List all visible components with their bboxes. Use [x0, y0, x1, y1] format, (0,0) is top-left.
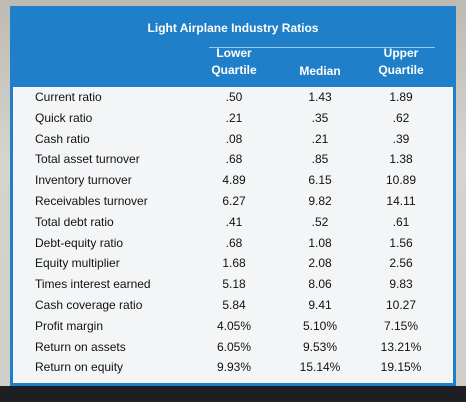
table-row: Equity multiplier 1.68 2.08 2.56	[13, 253, 453, 274]
cell-median: 6.15	[308, 173, 332, 188]
cell-lower: .50	[225, 90, 243, 104]
cell-upper: .61	[392, 214, 410, 229]
column-header-median: Median	[299, 64, 341, 78]
row-label: Equity multiplier	[35, 256, 120, 271]
table-row: Return on equity 9.93% 15.14% 19.15%	[13, 357, 453, 378]
cell-median: 9.82	[308, 193, 332, 208]
cell-upper: 9.83	[389, 277, 413, 292]
cell-upper: 10.27	[385, 297, 417, 312]
cell-lower: 6.27	[222, 193, 246, 208]
row-label: Profit margin	[35, 318, 104, 333]
cell-lower: .68	[225, 152, 243, 167]
table-row: Cash coverage ratio 5.84 9.41 10.27	[13, 295, 453, 316]
cell-median: .52	[311, 214, 329, 229]
cell-median: 1.43	[308, 90, 332, 104]
cell-upper: 1.38	[389, 152, 413, 167]
cell-median: 2.08	[308, 256, 332, 271]
cell-lower: 1.68	[222, 256, 246, 271]
cell-median: 5.10%	[302, 318, 338, 333]
table-row: Total asset turnover .68 .85 1.38	[13, 149, 453, 170]
cell-median: .85	[311, 152, 329, 167]
cell-upper: 14.11	[386, 193, 416, 208]
row-label: Total debt ratio	[35, 214, 114, 229]
row-label: Quick ratio	[35, 110, 93, 125]
cell-median: 8.06	[308, 277, 332, 292]
row-label: Return on equity	[35, 360, 124, 375]
column-header-upper-quartile: Upper Quartile	[378, 46, 424, 77]
table-header: Light Airplane Industry Ratios Lower Qua…	[13, 9, 453, 87]
header-divider	[209, 47, 435, 48]
cell-median: 1.08	[308, 235, 332, 250]
row-label: Inventory turnover	[35, 173, 132, 188]
table-row: Times interest earned 5.18 8.06 9.83	[13, 274, 453, 295]
cell-lower: 5.18	[222, 277, 246, 292]
bottom-edge	[0, 386, 466, 402]
cell-lower: 4.89	[222, 173, 246, 188]
ratios-table: Light Airplane Industry Ratios Lower Qua…	[10, 6, 456, 386]
cell-lower: 5.84	[222, 297, 246, 312]
table-row: Receivables turnover 6.27 9.82 14.11	[13, 191, 453, 212]
table-row: Quick ratio .21 .35 .62	[13, 108, 453, 129]
cell-upper: 19.15%	[380, 360, 422, 375]
cell-lower: .21	[225, 110, 243, 125]
table-row: Cash ratio .08 .21 .39	[13, 129, 453, 150]
row-label: Return on assets	[35, 339, 126, 354]
cell-median: 15.14%	[299, 360, 341, 375]
cell-median: .35	[311, 110, 329, 125]
table-row: Profit margin 4.05% 5.10% 7.15%	[13, 316, 453, 337]
cell-upper: 2.56	[389, 256, 413, 271]
table-row: Debt-equity ratio .68 1.08 1.56	[13, 233, 453, 254]
cell-lower: .68	[225, 235, 243, 250]
column-header-lower-quartile: Lower Quartile	[211, 46, 257, 77]
cell-upper: .39	[392, 131, 410, 146]
cell-upper: 1.56	[389, 235, 413, 250]
row-label: Times interest earned	[35, 277, 151, 292]
table-row: Total debt ratio .41 .52 .61	[13, 212, 453, 233]
cell-lower: 4.05%	[216, 318, 252, 333]
cell-lower: .08	[225, 131, 243, 146]
table-row: Return on assets 6.05% 9.53% 13.21%	[13, 337, 453, 358]
row-label: Total asset turnover	[35, 152, 140, 167]
cell-upper: 13.21%	[380, 339, 422, 354]
cell-upper: 10.89	[385, 173, 417, 188]
cell-median: .21	[311, 131, 329, 146]
row-label: Cash ratio	[35, 131, 90, 146]
cell-upper: .62	[392, 110, 410, 125]
cell-lower: 6.05%	[216, 339, 252, 354]
cell-median: 9.53%	[302, 339, 338, 354]
table-row: Inventory turnover 4.89 6.15 10.89	[13, 170, 453, 191]
table-row: Current ratio .50 1.43 1.89	[13, 87, 453, 108]
row-label: Cash coverage ratio	[35, 297, 143, 312]
cell-median: 9.41	[308, 297, 332, 312]
row-label: Debt-equity ratio	[35, 235, 124, 250]
table-title: Light Airplane Industry Ratios	[147, 21, 319, 35]
cell-upper: 7.15%	[383, 318, 419, 333]
cell-upper: 1.89	[389, 90, 413, 104]
table-body: Current ratio .50 1.43 1.89 Quick ratio .21 .3…	[13, 87, 453, 378]
row-label: Receivables turnover	[35, 193, 148, 208]
row-label: Current ratio	[35, 90, 102, 104]
cell-lower: 9.93%	[216, 360, 252, 375]
cell-lower: .41	[225, 214, 243, 229]
